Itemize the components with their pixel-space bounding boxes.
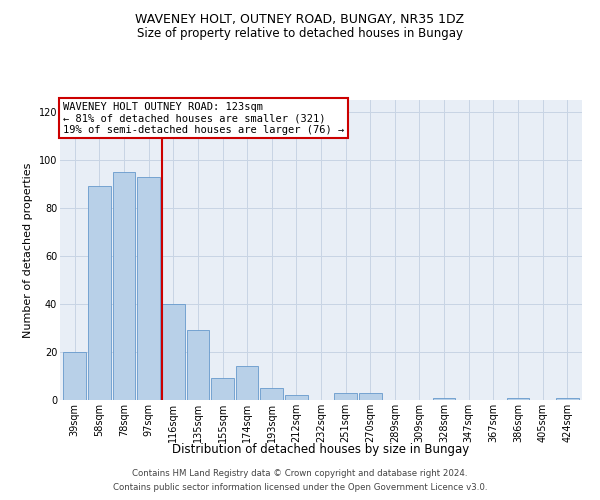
Bar xyxy=(137,177,160,400)
Bar xyxy=(285,395,308,400)
Bar xyxy=(334,393,357,400)
Text: Distribution of detached houses by size in Bungay: Distribution of detached houses by size … xyxy=(172,442,470,456)
Bar xyxy=(211,378,234,400)
Bar xyxy=(433,398,455,400)
Bar xyxy=(260,388,283,400)
Bar xyxy=(64,352,86,400)
Bar xyxy=(236,366,259,400)
Bar xyxy=(506,398,529,400)
Text: Contains HM Land Registry data © Crown copyright and database right 2024.: Contains HM Land Registry data © Crown c… xyxy=(132,468,468,477)
Text: WAVENEY HOLT, OUTNEY ROAD, BUNGAY, NR35 1DZ: WAVENEY HOLT, OUTNEY ROAD, BUNGAY, NR35 … xyxy=(136,12,464,26)
Bar xyxy=(162,304,185,400)
Bar xyxy=(88,186,111,400)
Text: Size of property relative to detached houses in Bungay: Size of property relative to detached ho… xyxy=(137,28,463,40)
Bar xyxy=(187,330,209,400)
Bar xyxy=(556,398,578,400)
Y-axis label: Number of detached properties: Number of detached properties xyxy=(23,162,33,338)
Bar xyxy=(359,393,382,400)
Text: Contains public sector information licensed under the Open Government Licence v3: Contains public sector information licen… xyxy=(113,484,487,492)
Bar xyxy=(113,172,136,400)
Text: WAVENEY HOLT OUTNEY ROAD: 123sqm
← 81% of detached houses are smaller (321)
19% : WAVENEY HOLT OUTNEY ROAD: 123sqm ← 81% o… xyxy=(62,102,344,134)
